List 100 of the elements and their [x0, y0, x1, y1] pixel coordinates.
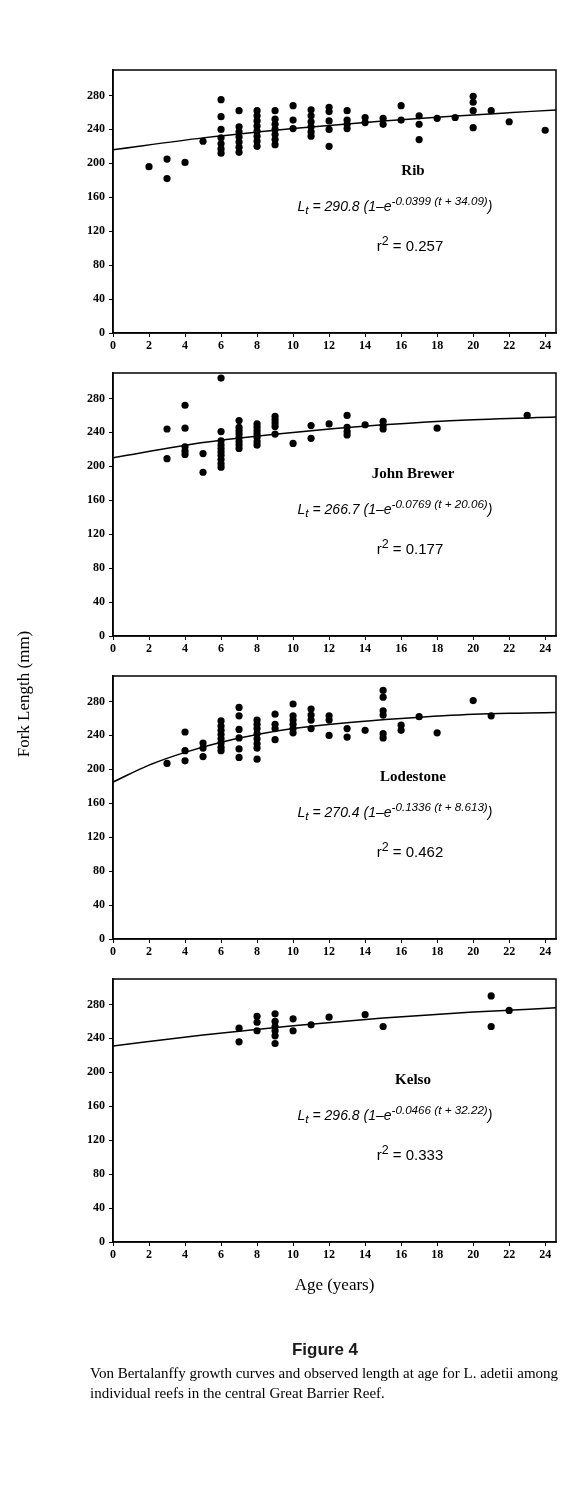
x-tick-label: 12 — [323, 338, 336, 353]
point — [379, 1022, 387, 1031]
x-tick-label: 10 — [287, 944, 300, 959]
annotation: Kelso — [395, 1071, 431, 1088]
x-tick-label: 24 — [539, 1247, 552, 1262]
x-tick-label: 2 — [146, 944, 153, 959]
point — [235, 1038, 243, 1046]
x-tick-label: 0 — [110, 944, 116, 959]
point — [253, 1018, 261, 1026]
y-tick-label: 40 — [93, 1200, 105, 1215]
x-tick-label: 6 — [218, 641, 225, 656]
y-tick-label: 160 — [87, 1098, 105, 1113]
point — [343, 411, 351, 420]
x-tick-label: 8 — [254, 338, 261, 353]
y-tick-label: 120 — [87, 1132, 105, 1147]
x-tick-label: 6 — [218, 1247, 225, 1262]
text: Von Bertalanffy growth curves and observed length at age for L. adetii among individual reefs in the central Great Barrier Reef. — [90, 1364, 560, 1403]
x-tick-label: 4 — [182, 641, 189, 656]
point — [289, 439, 297, 448]
x-tick-label: 16 — [395, 944, 408, 959]
y-tick-label: 200 — [87, 458, 105, 473]
y-tick-label: 40 — [93, 594, 105, 609]
y-tick-label: 80 — [93, 1166, 105, 1181]
point — [325, 420, 333, 428]
x-tick-label: 8 — [254, 641, 261, 656]
annotation: L$_{t}$ = 290.8 (1–e$^{-0.0399 (t + 34.09)}$) — [297, 194, 493, 217]
annotation: Rib — [401, 162, 425, 179]
point — [181, 424, 189, 432]
x-tick-label: 22 — [503, 944, 516, 959]
x-tick-label: 22 — [503, 1247, 516, 1262]
point — [217, 427, 225, 436]
y-tick-label: 120 — [87, 829, 105, 844]
point — [163, 455, 171, 463]
y-axis-title: Fork Length (mm) — [14, 630, 34, 758]
x-tick-label: 2 — [146, 641, 153, 656]
x-tick-label: 20 — [467, 1247, 480, 1262]
annotation: L$_{t}$ = 296.8 (1–e$^{-0.0466 (t + 32.22)}$) — [297, 1103, 493, 1126]
x-tick-label: 18 — [431, 944, 444, 959]
y-tick-label: 160 — [87, 189, 105, 204]
y-tick-label: 0 — [99, 325, 105, 340]
x-tick-label: 22 — [503, 338, 516, 353]
x-tick-label: 12 — [323, 944, 336, 959]
x-tick-label: 20 — [467, 944, 480, 959]
x-tick-label: 0 — [110, 1247, 116, 1262]
y-tick-label: 0 — [99, 1234, 105, 1249]
point — [325, 1013, 333, 1021]
point — [271, 1010, 279, 1018]
x-tick-label: 4 — [182, 338, 189, 353]
y-tick-label: 240 — [87, 424, 105, 439]
x-tick-label: 16 — [395, 1247, 408, 1262]
x-tick-label: 8 — [254, 944, 261, 959]
x-tick-label: 0 — [110, 338, 116, 353]
y-tick-label: 0 — [99, 628, 105, 643]
x-tick-label: 14 — [359, 338, 372, 353]
y-tick-label: 280 — [87, 87, 105, 102]
y-tick-label: 40 — [93, 291, 105, 306]
x-tick-label: 14 — [359, 944, 372, 959]
point — [307, 434, 315, 442]
x-tick-label: 14 — [359, 1247, 372, 1262]
x-tick-label: 10 — [287, 338, 300, 353]
annotation: r$^{2}$ = 0.462 — [376, 840, 444, 860]
point — [433, 424, 441, 432]
x-axis-title: Age (years) — [294, 1275, 375, 1295]
point — [253, 1012, 261, 1020]
point — [361, 421, 369, 429]
x-tick-label: 6 — [218, 338, 225, 353]
annotation: L$_{t}$ = 270.4 (1–e$^{-0.1336 (t + 8.613)}$) — [297, 800, 493, 823]
y-tick-label: 120 — [87, 526, 105, 541]
x-tick-label: 24 — [539, 338, 552, 353]
point — [217, 374, 225, 382]
point — [505, 1006, 513, 1014]
x-tick-label: 18 — [431, 1247, 444, 1262]
point — [271, 1032, 279, 1040]
point — [199, 450, 207, 458]
x-tick-label: 16 — [395, 338, 408, 353]
x-tick-label: 12 — [323, 641, 336, 656]
annotation: John Brewer — [371, 465, 455, 482]
y-tick-label: 80 — [93, 257, 105, 272]
x-tick-label: 20 — [467, 338, 480, 353]
y-tick-label: 160 — [87, 795, 105, 810]
point — [289, 1015, 297, 1023]
x-tick-label: 2 — [146, 338, 153, 353]
y-tick-label: 80 — [93, 560, 105, 575]
x-tick-label: 18 — [431, 641, 444, 656]
x-tick-label: 10 — [287, 1247, 300, 1262]
annotation: r$^{2}$ = 0.333 — [376, 1143, 444, 1163]
y-tick-label: 280 — [87, 693, 105, 708]
x-tick-label: 12 — [323, 1247, 336, 1262]
x-tick-label: 2 — [146, 1247, 153, 1262]
y-tick-label: 200 — [87, 1064, 105, 1079]
y-tick-label: 40 — [93, 897, 105, 912]
annotation: L$_{t}$ = 266.7 (1–e$^{-0.0769 (t + 20.06)}$) — [297, 497, 493, 520]
x-tick-label: 24 — [539, 944, 552, 959]
text: Figure 4 — [290, 1340, 360, 1360]
x-tick-label: 20 — [467, 641, 480, 656]
point — [271, 430, 279, 438]
x-tick-label: 4 — [182, 1247, 189, 1262]
point — [523, 411, 531, 420]
y-tick-label: 280 — [87, 390, 105, 405]
x-tick-label: 18 — [431, 338, 444, 353]
